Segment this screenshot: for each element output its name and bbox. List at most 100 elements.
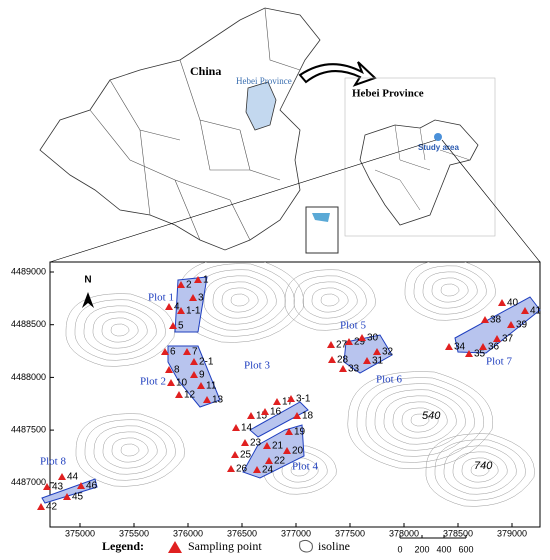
x-tick-label: 376000 (173, 528, 203, 538)
china-map: China Hebei Province (39, 7, 377, 254)
point-label: 5 (178, 321, 184, 332)
y-tick-label: 4488500 (11, 319, 46, 329)
sampling-point (165, 366, 173, 373)
scale-label: 400 (436, 544, 451, 554)
isoline (404, 262, 496, 321)
scale-label: 0 (397, 544, 402, 554)
arrow (298, 61, 377, 87)
point-label: 22 (274, 456, 286, 467)
sampling-point (194, 276, 202, 283)
x-tick-label: 378000 (389, 528, 419, 538)
point-label: 28 (337, 355, 349, 366)
plot-label: Plot 5 (340, 320, 366, 332)
isoline (92, 311, 148, 349)
point-label: 3-1 (296, 394, 311, 405)
point-label: 44 (67, 472, 79, 483)
isoline (101, 317, 139, 343)
point-label: 2 (186, 280, 192, 291)
point-label: 20 (292, 446, 304, 457)
point-label: 2-1 (199, 357, 214, 368)
y-tick-label: 4487000 (11, 477, 46, 487)
isoline (111, 437, 149, 463)
sampling-point (190, 358, 198, 365)
sampling-point (203, 396, 211, 403)
sampling-point (445, 343, 453, 350)
sampling-point (161, 348, 169, 355)
sampling-point (363, 357, 371, 364)
scale-label: 200 (414, 544, 429, 554)
y-tick-label: 4489000 (11, 266, 46, 276)
sampling-point (58, 473, 66, 480)
point-label: 15 (256, 411, 268, 422)
isoline (120, 443, 140, 457)
north-label: N (84, 275, 91, 286)
isoline (311, 287, 349, 313)
point-label: 26 (236, 464, 248, 475)
isoline (93, 425, 167, 475)
sampling-point (261, 408, 269, 415)
sampling-point (165, 303, 173, 310)
point-label: 24 (262, 465, 274, 476)
isoline (284, 269, 376, 331)
point-label: 16 (270, 407, 282, 418)
sampling-point (481, 316, 489, 323)
point-label: 45 (72, 492, 84, 503)
isoline-label: 540 (422, 410, 441, 422)
plot-label: Plot 7 (486, 356, 512, 368)
point-label: 1 (203, 275, 209, 286)
legend-triangle (168, 541, 182, 553)
point-label: 3 (198, 293, 204, 304)
isoline (230, 293, 250, 307)
sampling-point (345, 338, 353, 345)
sampling-point (263, 442, 271, 449)
plot-label: Plot 3 (244, 360, 270, 372)
plot-area (454, 296, 541, 354)
x-tick-label: 377500 (335, 528, 365, 538)
study-area-label: Study area (418, 143, 459, 152)
point-label: 37 (502, 334, 514, 345)
sampling-point (177, 307, 185, 314)
sampling-point (273, 398, 281, 405)
point-label: 17 (282, 397, 294, 408)
map-frame (49, 261, 541, 528)
sampling-point (339, 365, 347, 372)
isoline (302, 281, 358, 319)
south-sea-water (312, 213, 330, 222)
isoline (212, 281, 268, 319)
isoline (83, 305, 157, 355)
point-label: 13 (212, 395, 224, 406)
sampling-point (287, 395, 295, 402)
point-label: 4 (174, 302, 180, 313)
legend-isoline: isoline (318, 539, 350, 553)
plot-label: Plot 2 (140, 376, 166, 388)
china-label: China (190, 64, 221, 78)
sampling-point (283, 447, 291, 454)
isoline (422, 271, 478, 309)
x-tick-label: 375500 (119, 528, 149, 538)
sampling-point (43, 483, 51, 490)
sampling-point (190, 371, 198, 378)
point-label: 9 (199, 370, 205, 381)
isoline-label: 740 (474, 460, 493, 472)
plot-area (249, 401, 309, 438)
point-label: 27 (336, 340, 348, 351)
isoline (443, 445, 517, 495)
point-label: 30 (367, 333, 379, 344)
sampling-point (169, 322, 177, 329)
study-map: N (41, 261, 541, 528)
point-label: 41 (530, 306, 542, 317)
legend-isoline-icon (299, 539, 313, 553)
isoline (65, 293, 175, 367)
isoline (176, 262, 304, 343)
sampling-point (231, 451, 239, 458)
sampling-point (293, 412, 301, 419)
y-tick-label: 4488000 (11, 372, 46, 382)
isoline (440, 283, 460, 297)
sampling-point (197, 382, 205, 389)
x-tick-label: 379000 (497, 528, 527, 538)
isoline (410, 413, 430, 427)
plot-area (343, 334, 393, 374)
point-label: 10 (176, 378, 188, 389)
point-label: 46 (86, 481, 98, 492)
sampling-point (373, 348, 381, 355)
